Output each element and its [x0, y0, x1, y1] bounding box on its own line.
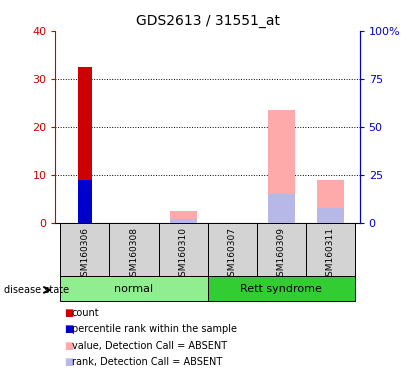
Bar [306, 223, 355, 276]
Text: ■: ■ [64, 324, 73, 334]
Bar [170, 211, 196, 223]
Text: rank, Detection Call = ABSENT: rank, Detection Call = ABSENT [72, 358, 222, 367]
Bar [256, 223, 306, 276]
Text: value, Detection Call = ABSENT: value, Detection Call = ABSENT [72, 341, 227, 351]
Bar [208, 276, 355, 301]
Text: GSM160310: GSM160310 [178, 227, 187, 282]
Bar [60, 223, 109, 276]
Text: ■: ■ [64, 308, 73, 318]
Text: GSM160307: GSM160307 [228, 227, 237, 282]
Text: percentile rank within the sample: percentile rank within the sample [72, 324, 237, 334]
Text: disease state: disease state [4, 285, 69, 295]
Bar [78, 180, 92, 223]
Bar [60, 276, 208, 301]
Bar [109, 223, 159, 276]
Bar [268, 194, 295, 223]
Text: GSM160309: GSM160309 [277, 227, 286, 282]
Title: GDS2613 / 31551_at: GDS2613 / 31551_at [136, 14, 279, 28]
Text: count: count [72, 308, 99, 318]
Bar [317, 208, 344, 223]
Bar [268, 110, 295, 223]
Bar [208, 223, 256, 276]
Text: Rett syndrome: Rett syndrome [240, 284, 322, 294]
Text: ■: ■ [64, 358, 73, 367]
Bar [317, 180, 344, 223]
Text: GSM160311: GSM160311 [326, 227, 335, 282]
Bar [78, 67, 92, 223]
Bar [159, 223, 208, 276]
Text: ■: ■ [64, 341, 73, 351]
Text: GSM160308: GSM160308 [129, 227, 139, 282]
Text: normal: normal [114, 284, 154, 294]
Text: GSM160306: GSM160306 [81, 227, 90, 282]
Bar [170, 219, 196, 223]
